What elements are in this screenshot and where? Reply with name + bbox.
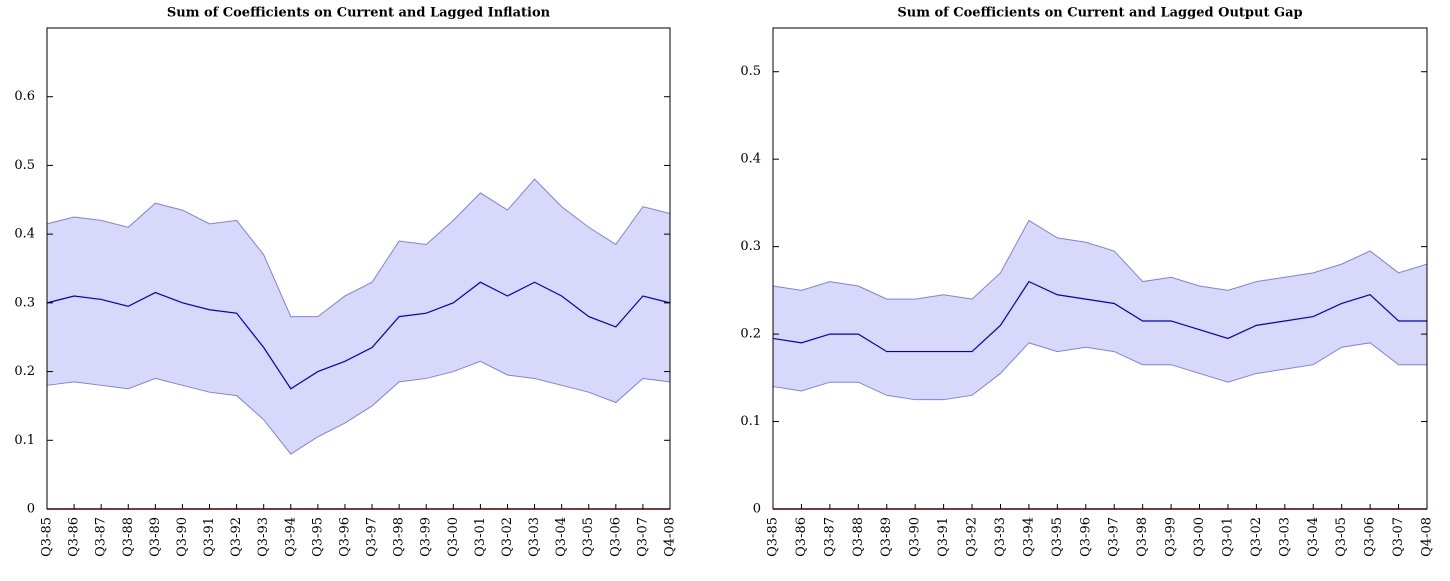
x-tick-label: Q3-06 [608, 517, 623, 557]
x-tick-label: Q3-95 [1050, 517, 1065, 557]
band-upper [772, 219, 1428, 300]
x-tick-label: Q3-87 [94, 517, 109, 557]
y-tick-label: 0.3 [740, 239, 761, 254]
plot-frame [772, 27, 1428, 510]
y-tick-label: 0.6 [14, 89, 35, 104]
x-tick-label: Q3-94 [283, 517, 298, 557]
x-tick-label: Q3-86 [67, 517, 82, 557]
x-tick-label: Q4-08 [1420, 517, 1435, 557]
x-tick-label: Q3-02 [1249, 517, 1264, 557]
x-tick-label: Q3-99 [419, 517, 434, 557]
y-tick-label: 0.5 [14, 158, 35, 173]
x-tick-label: Q3-92 [965, 517, 980, 557]
x-tick-label: Q3-85 [766, 517, 781, 557]
chart-title: Sum of Coefficients on Current and Lagge… [897, 6, 1302, 21]
y-tick-label: 0.2 [740, 327, 761, 342]
x-tick-label: Q3-07 [635, 517, 650, 557]
x-tick-label: Q3-04 [1306, 517, 1321, 557]
y-tick-label: 0 [753, 502, 761, 517]
x-tick-label: Q3-97 [365, 517, 380, 557]
confidence-band [47, 179, 670, 455]
x-tick-label: Q3-04 [554, 517, 569, 557]
x-tick-label: Q3-05 [1334, 517, 1349, 557]
y-tick-label: 0.2 [14, 364, 35, 379]
x-tick-label: Q3-96 [1078, 517, 1093, 557]
x-tick-label: Q3-94 [1021, 517, 1036, 557]
x-tick-label: Q3-02 [500, 517, 515, 557]
line [46, 281, 671, 390]
x-tick-label: Q3-99 [1164, 517, 1179, 557]
x-tick-label: Q3-91 [936, 517, 951, 557]
line [772, 280, 1427, 353]
x-tick-label: Q3-86 [794, 517, 809, 557]
x-tick-label: Q3-05 [581, 517, 596, 557]
x-tick-label: Q3-95 [310, 517, 325, 557]
confidence-band [773, 220, 1427, 400]
y-tick-label: 0.5 [740, 64, 761, 79]
x-tick-label: Q3-88 [851, 517, 866, 557]
band-upper [46, 178, 671, 318]
x-tick-label: Q3-00 [1192, 517, 1207, 557]
y-tick-label: 0.1 [740, 414, 761, 429]
band-lower [46, 360, 671, 455]
x-tick-label: Q3-01 [1220, 517, 1235, 557]
x-tick-label: Q3-00 [446, 517, 461, 557]
x-tick-label: Q3-93 [256, 517, 271, 557]
x-tick-label: Q3-90 [175, 517, 190, 557]
x-tick-label: Q3-93 [993, 517, 1008, 557]
band-lower [772, 342, 1427, 401]
y-tick-label: 0 [27, 502, 35, 517]
x-tick-label: Q3-07 [1391, 517, 1406, 557]
x-tick-label: Q4-08 [663, 517, 678, 557]
x-tick-label: Q3-06 [1363, 517, 1378, 557]
y-tick-label: 0.4 [14, 227, 35, 242]
y-tick-label: 0.4 [740, 152, 761, 167]
y-tick-label: 0.3 [14, 295, 35, 310]
x-tick-label: Q3-92 [229, 517, 244, 557]
x-tick-label: Q3-98 [1135, 517, 1150, 557]
x-tick-label: Q3-96 [337, 517, 352, 557]
x-tick-label: Q3-89 [148, 517, 163, 557]
chart-title: Sum of Coefficients on Current and Lagge… [167, 6, 551, 21]
x-tick-label: Q3-89 [879, 517, 894, 557]
x-tick-label: Q3-88 [121, 517, 136, 557]
x-tick-label: Q3-91 [202, 517, 217, 557]
x-tick-label: Q3-85 [40, 517, 55, 557]
x-tick-label: Q3-01 [473, 517, 488, 557]
x-tick-label: Q3-97 [1107, 517, 1122, 557]
x-tick-label: Q3-03 [1277, 517, 1292, 557]
plot-frame [46, 27, 671, 510]
x-tick-label: Q3-03 [527, 517, 542, 557]
y-tick-label: 0.1 [14, 433, 35, 448]
x-tick-label: Q3-98 [392, 517, 407, 557]
x-tick-label: Q3-87 [822, 517, 837, 557]
x-tick-label: Q3-90 [908, 517, 923, 557]
